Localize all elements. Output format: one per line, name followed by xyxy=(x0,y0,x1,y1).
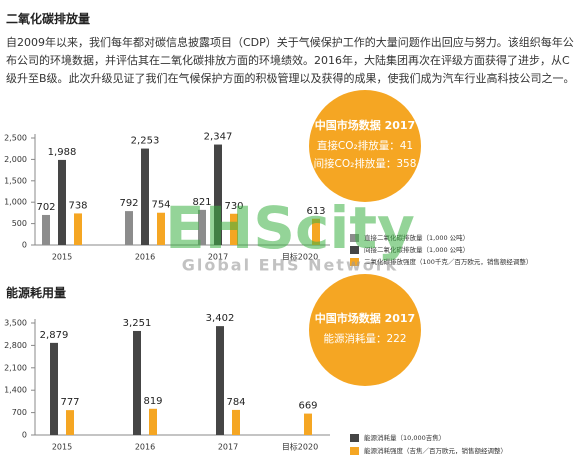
data-label: 3,402 xyxy=(206,313,235,324)
y-tick-label: 3,500 xyxy=(4,319,27,328)
y-tick-label: 1,400 xyxy=(4,386,27,395)
data-label: 3,251 xyxy=(123,318,152,329)
callout-line: 间接CO₂排放量：358 xyxy=(314,157,417,170)
x-tick-label: 2017 xyxy=(208,253,228,262)
bar xyxy=(58,159,66,245)
data-label: 1,988 xyxy=(48,147,77,158)
data-label: 669 xyxy=(298,401,317,412)
data-label: 2,347 xyxy=(204,132,233,143)
legend-label: 直接二氧化碳排放量（1,000 公吨） xyxy=(364,233,469,242)
y-tick-label: 2,500 xyxy=(4,134,27,143)
legend-label: 能源消耗强度（吉焦／百万欧元，销售额经调整） xyxy=(364,446,507,455)
data-label: 2,253 xyxy=(131,136,160,147)
x-tick-label: 2016 xyxy=(135,253,155,262)
bar xyxy=(42,214,50,245)
bar xyxy=(149,408,157,435)
callout-circle xyxy=(309,90,421,202)
data-label: 777 xyxy=(60,397,79,408)
data-label: 754 xyxy=(151,200,170,211)
section-heading: 二氧化碳排放量 xyxy=(6,12,91,26)
legend-swatch xyxy=(350,258,359,266)
y-tick-label: 2,100 xyxy=(4,363,27,372)
bar xyxy=(304,413,312,435)
bar xyxy=(74,213,82,245)
legend-swatch xyxy=(350,447,359,455)
y-tick-label: 0 xyxy=(22,241,27,250)
data-label: 738 xyxy=(68,200,87,211)
callout-line: 直接CO₂排放量：41 xyxy=(317,139,413,152)
y-tick-label: 1,500 xyxy=(4,176,27,185)
y-tick-label: 500 xyxy=(12,219,27,228)
legend-label: 能源消耗量（10,000吉焦） xyxy=(364,433,445,442)
y-tick-label: 2,000 xyxy=(4,155,27,164)
bar xyxy=(214,144,222,245)
bar xyxy=(198,209,206,245)
watermark-subtitle: Global EHS Network xyxy=(182,256,399,275)
legend-swatch xyxy=(350,434,359,442)
callout-line: 能源消耗量：222 xyxy=(323,332,406,345)
watermark: EHScity xyxy=(165,194,415,262)
section-heading: 能源耗用量 xyxy=(6,286,67,300)
x-tick-label: 2015 xyxy=(52,253,72,262)
bar xyxy=(230,213,238,245)
bar xyxy=(125,211,133,245)
data-label: 784 xyxy=(226,397,245,408)
legend-label: 二氧化碳排放强度（100千克／百万欧元，销售额经调整） xyxy=(364,257,532,266)
x-tick-label: 目标2020 xyxy=(282,442,318,452)
bar xyxy=(133,330,141,435)
bar xyxy=(50,342,58,435)
callout-circle xyxy=(309,274,421,386)
data-label: 730 xyxy=(224,201,243,212)
legend-swatch xyxy=(350,246,359,254)
data-label: 821 xyxy=(192,197,211,208)
y-tick-label: 700 xyxy=(12,408,27,417)
bar xyxy=(141,148,149,245)
data-label: 819 xyxy=(143,396,162,407)
paragraph: 自2009年以来，我们每年都对碳信息披露项目（CDP）关于气候保护工作的大量问题… xyxy=(6,36,575,85)
x-tick-label: 目标2020 xyxy=(282,252,318,262)
x-tick-label: 2017 xyxy=(218,443,238,452)
bar xyxy=(312,218,320,245)
bar xyxy=(157,212,165,245)
y-tick-label: 0 xyxy=(22,431,27,440)
data-label: 792 xyxy=(119,198,138,209)
x-tick-label: 2016 xyxy=(135,443,155,452)
data-label: 613 xyxy=(306,206,325,217)
bar xyxy=(232,409,240,435)
y-tick-label: 1,000 xyxy=(4,198,27,207)
y-tick-label: 2,800 xyxy=(4,341,27,350)
legend-swatch xyxy=(350,234,359,242)
x-tick-label: 2015 xyxy=(52,443,72,452)
bar xyxy=(216,326,224,435)
bar xyxy=(66,410,74,435)
data-label: 702 xyxy=(36,202,55,213)
data-label: 2,879 xyxy=(40,330,69,341)
callout-title: 中国市场数据 2017 xyxy=(315,118,415,132)
callout-title: 中国市场数据 2017 xyxy=(315,311,415,325)
legend-label: 间接二氧化碳排放量（1,000 公吨） xyxy=(364,245,469,254)
